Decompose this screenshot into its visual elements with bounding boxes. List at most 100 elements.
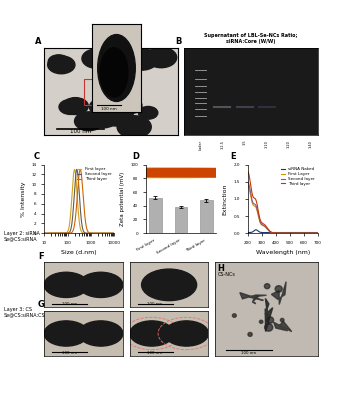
Second layer <box>100 231 104 236</box>
Text: CS-NCs: CS-NCs <box>217 272 235 277</box>
Line: Third layer: Third layer <box>44 170 114 233</box>
Bar <box>200 200 213 233</box>
First layer <box>72 167 77 172</box>
Text: 100 nm: 100 nm <box>62 302 77 306</box>
Text: E: E <box>230 152 236 161</box>
Second layer <box>314 231 318 236</box>
Circle shape <box>100 48 128 97</box>
First Layer <box>314 231 318 236</box>
Circle shape <box>275 286 282 292</box>
Circle shape <box>113 111 131 123</box>
Second layer <box>245 179 250 184</box>
Circle shape <box>74 112 103 131</box>
Third layer <box>245 169 250 174</box>
Second layer <box>316 231 320 236</box>
Second layer <box>80 224 84 229</box>
Polygon shape <box>240 293 267 300</box>
siRNA Naked <box>284 230 288 235</box>
Text: H: H <box>217 264 224 273</box>
Text: A: A <box>35 37 41 46</box>
Polygon shape <box>271 282 286 304</box>
Third layer <box>80 181 84 186</box>
Second layer <box>42 231 46 236</box>
First Layer <box>316 231 320 236</box>
Third layer <box>100 231 104 236</box>
Circle shape <box>248 332 252 336</box>
Circle shape <box>116 97 142 114</box>
X-axis label: Size (d.nm): Size (d.nm) <box>61 250 97 256</box>
Text: 1:20: 1:20 <box>287 140 291 148</box>
siRNA Naked <box>303 230 307 235</box>
Third layer <box>110 231 115 236</box>
Y-axis label: % Intensity: % Intensity <box>21 181 26 217</box>
First layer <box>76 206 80 210</box>
Text: Lader: Lader <box>198 140 202 150</box>
Third layer <box>314 231 318 236</box>
Circle shape <box>145 47 177 68</box>
Third layer <box>283 231 288 236</box>
Circle shape <box>142 269 197 301</box>
Circle shape <box>164 321 209 346</box>
Circle shape <box>264 284 270 289</box>
Text: 100 nm: 100 nm <box>148 351 162 355</box>
Text: 1:10: 1:10 <box>265 140 269 148</box>
Third layer <box>287 231 292 236</box>
Line: Third layer: Third layer <box>247 171 318 233</box>
First layer <box>84 231 88 236</box>
Line: First layer: First layer <box>44 170 114 233</box>
Ellipse shape <box>2 169 353 176</box>
Text: 1:5: 1:5 <box>243 140 246 146</box>
First Layer <box>279 231 283 236</box>
Text: G: G <box>38 300 45 309</box>
Circle shape <box>125 49 158 70</box>
Line: Second layer: Second layer <box>247 182 318 233</box>
Circle shape <box>265 324 273 331</box>
Second layer <box>75 167 79 172</box>
Third layer <box>76 186 80 190</box>
Text: B: B <box>175 37 181 46</box>
Third layer <box>42 231 46 236</box>
siRNA Naked <box>316 230 320 235</box>
Text: Layer 3: CS
Se@CS:siRNA:CS: Layer 3: CS Se@CS:siRNA:CS <box>4 306 45 318</box>
Circle shape <box>79 272 123 298</box>
Third layer <box>112 231 116 236</box>
Line: Second layer: Second layer <box>44 170 114 233</box>
Circle shape <box>82 49 112 68</box>
First layer <box>112 231 116 236</box>
siRNA Naked <box>271 230 276 235</box>
Text: 100 nm: 100 nm <box>101 107 117 111</box>
Text: Supernatant of LBL-Se-NCs Ratio;
siRNA:Core (W/W): Supernatant of LBL-Se-NCs Ratio; siRNA:C… <box>204 33 298 44</box>
Circle shape <box>259 320 263 323</box>
Line: siRNA Naked: siRNA Naked <box>247 230 318 232</box>
Circle shape <box>44 321 88 346</box>
Text: 1:40: 1:40 <box>309 140 313 148</box>
Third layer <box>303 231 307 236</box>
Circle shape <box>232 314 236 317</box>
Polygon shape <box>265 298 273 332</box>
Circle shape <box>62 98 88 114</box>
Y-axis label: Extinction: Extinction <box>223 183 228 215</box>
Third layer <box>316 231 320 236</box>
siRNA Naked <box>279 230 283 235</box>
Circle shape <box>48 55 69 68</box>
Legend: First layer, Second layer, Third layer: First layer, Second layer, Third layer <box>76 167 112 182</box>
Legend: siRNA Naked, First Layer, Second layer, Third layer: siRNA Naked, First Layer, Second layer, … <box>280 167 316 187</box>
Second layer <box>279 231 283 236</box>
Line: First Layer: First Layer <box>247 185 318 233</box>
First layer <box>80 230 84 235</box>
Third layer <box>279 231 283 236</box>
Text: Layer 2: siRNA
Se@CS:siRNA: Layer 2: siRNA Se@CS:siRNA <box>4 230 40 241</box>
Ellipse shape <box>2 169 353 177</box>
Second layer <box>283 231 288 236</box>
First Layer <box>287 231 292 236</box>
Text: D: D <box>132 152 139 161</box>
Circle shape <box>117 116 151 138</box>
Y-axis label: Zeta potential (mV): Zeta potential (mV) <box>120 172 125 226</box>
Third layer <box>84 223 88 228</box>
Circle shape <box>280 318 284 322</box>
Circle shape <box>44 272 88 298</box>
Circle shape <box>130 321 174 346</box>
Second layer <box>110 231 115 236</box>
siRNA Naked <box>254 227 258 232</box>
Bar <box>149 198 162 233</box>
